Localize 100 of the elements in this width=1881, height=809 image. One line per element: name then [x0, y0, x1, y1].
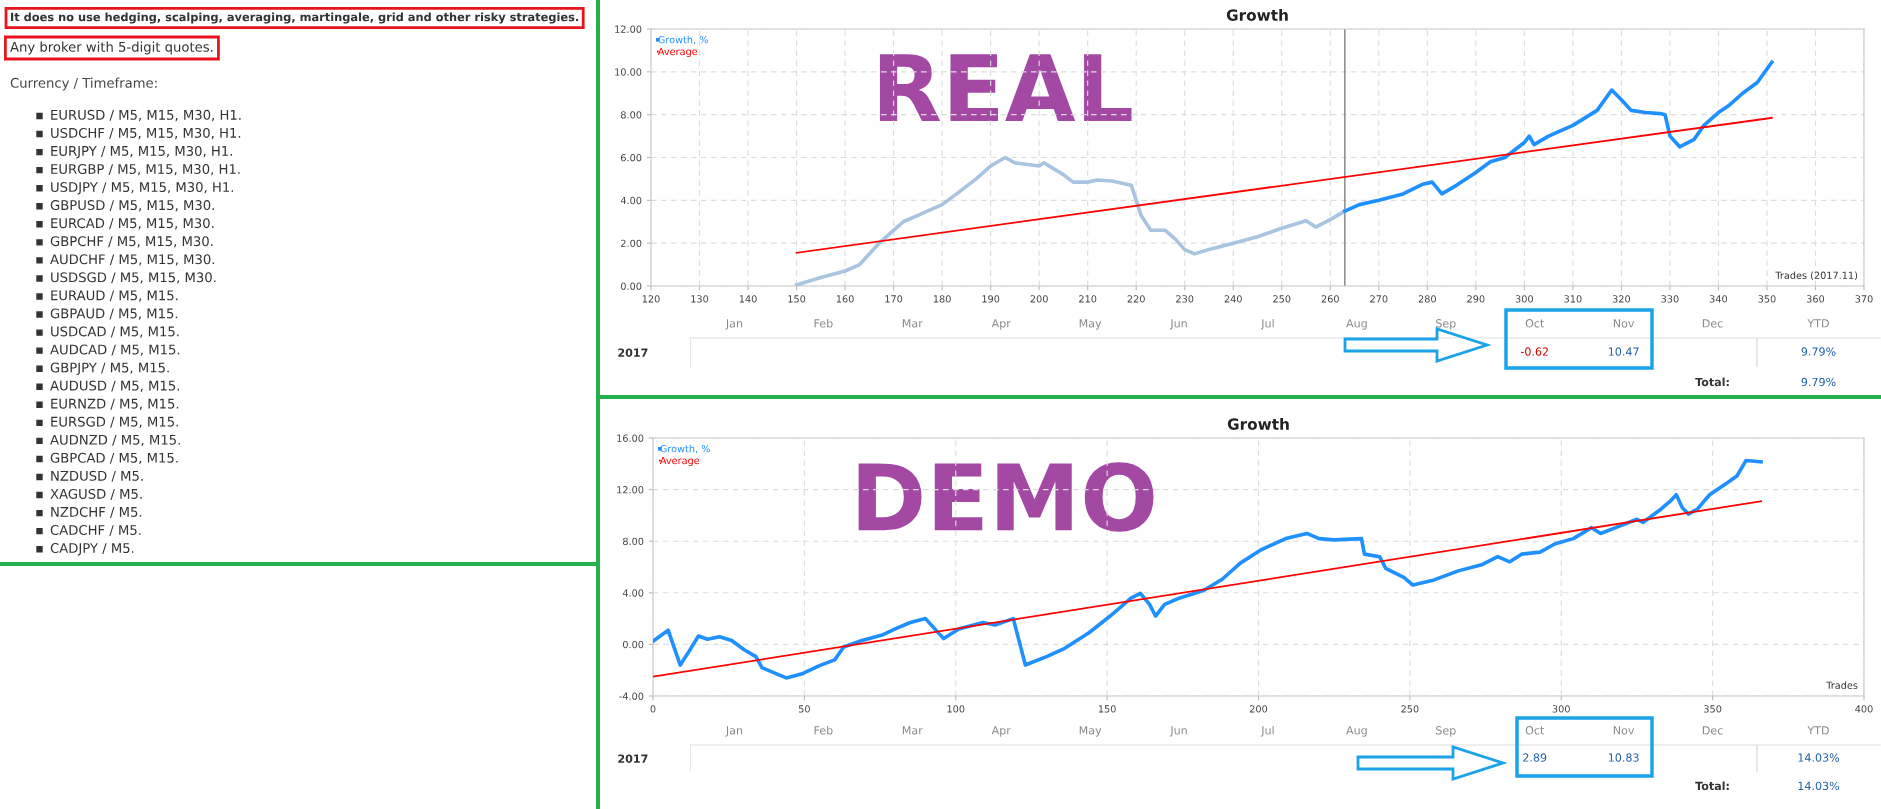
line-series: [1343, 60, 1774, 213]
text: NZDCHF / M5.: [51, 506, 142, 518]
text: EURNZD / M5, M15.: [51, 398, 179, 410]
y-tick-label: -4.00: [619, 692, 644, 700]
text: USDJPY / M5, M15, M30, H1.: [51, 182, 234, 195]
x-tick-label: 150: [1098, 705, 1116, 713]
text: GBPJPY / M5, M15.: [50, 362, 169, 375]
x-tick-label: Mar: [902, 726, 923, 735]
text: AUDUSD / M5, M15.: [50, 380, 179, 392]
x-tick-label: 150: [788, 295, 806, 303]
text: EURAUD / M5, M15.: [51, 290, 178, 302]
x-tick-label: YTD: [1807, 319, 1829, 328]
data-label: 10.47: [1608, 347, 1639, 356]
x-tick-label: 260: [1321, 295, 1339, 303]
y-tick-label: 8.00: [622, 537, 644, 546]
y-tick-label: 6.00: [621, 153, 642, 162]
x-tick-label: 280: [1418, 295, 1436, 303]
x-tick-label: Aug: [1346, 726, 1367, 737]
annotation: Trades (2017.11): [1775, 271, 1858, 281]
legend-label: Average: [659, 456, 700, 467]
annotation: Trades: [1826, 681, 1858, 689]
text: GBPUSD / M5, M15, M30.: [50, 200, 214, 212]
x-tick-label: Jul: [1260, 318, 1274, 330]
text: 14.03%: [1798, 781, 1840, 791]
x-tick-label: Aug: [1346, 319, 1367, 330]
y-tick-label: 12.00: [615, 25, 642, 33]
x-tick-label: May: [1079, 319, 1102, 330]
x-tick-label: 300: [1552, 705, 1570, 713]
x-tick-label: 250: [1273, 295, 1291, 303]
text: GBPCAD / M5, M15.: [50, 452, 178, 465]
text: USDSGD / M5, M15, M30.: [51, 272, 216, 284]
x-tick-label: 290: [1467, 295, 1485, 303]
text: AUDCHF / M5, M15, M30.: [50, 254, 215, 266]
x-tick-label: May: [1079, 726, 1102, 737]
x-tick-label: YTD: [1807, 726, 1829, 735]
x-tick-label: Apr: [991, 319, 1011, 330]
text: Total:: [1695, 377, 1729, 387]
x-tick-label: 360: [1806, 295, 1825, 303]
x-tick-label: 200: [1249, 705, 1268, 713]
x-tick-label: 300: [1515, 295, 1533, 303]
y-tick-label: 2017: [618, 754, 648, 763]
y-tick-label: 4.00: [620, 196, 642, 205]
text: GBPAUD / M5, M15.: [50, 308, 178, 320]
text: NZDUSD / M5.: [51, 470, 143, 482]
data-label: 14.03%: [1798, 753, 1840, 762]
text: EURUSD / M5, M15, M30, H1.: [51, 109, 241, 122]
x-tick-label: 180: [933, 295, 951, 303]
x-tick-label: Sep: [1436, 726, 1456, 737]
x-tick-label: Jan: [725, 726, 743, 737]
x-tick-label: Dec: [1702, 319, 1723, 328]
x-tick-label: 210: [1079, 295, 1097, 303]
legend-label: Average: [657, 47, 698, 58]
x-tick-label: Apr: [991, 726, 1011, 737]
text: GBPCHF / M5, M15, M30.: [50, 236, 213, 248]
data-label: -0.62: [1520, 347, 1548, 356]
legend-label: Growth, %: [658, 35, 708, 45]
y-tick-label: 12.00: [617, 486, 644, 494]
y-tick-label: 0.00: [620, 282, 642, 290]
x-tick-label: 50: [798, 705, 810, 713]
x-tick-label: 340: [1709, 295, 1728, 303]
x-tick-label: Sep: [1436, 319, 1456, 330]
x-tick-label: 200: [1030, 295, 1048, 303]
x-tick-label: 120: [642, 295, 660, 303]
x-tick-label: Oct: [1525, 726, 1545, 735]
x-tick-label: Mar: [902, 319, 923, 328]
x-tick-label: 250: [1401, 705, 1419, 713]
data-label: 9.79%: [1801, 347, 1836, 356]
annotation: REAL: [879, 54, 1132, 122]
text: It does no use hedging, scalping, averaging, martingale, grid and other risky strategies.: [11, 12, 579, 24]
x-tick-label: 160: [836, 295, 854, 303]
x-tick-label: 330: [1661, 295, 1679, 303]
text: 9.79%: [1801, 377, 1836, 387]
x-tick-label: 310: [1564, 295, 1582, 303]
x-tick-label: Jun: [1169, 319, 1187, 330]
x-tick-label: 350: [1758, 295, 1776, 303]
text: USDCHF / M5, M15, M30, H1.: [51, 127, 241, 140]
x-tick-label: Jan: [725, 319, 743, 330]
x-tick-label: Jul: [1260, 725, 1274, 737]
y-tick-label: 0.00: [622, 640, 644, 649]
line-series: [653, 458, 1763, 680]
annotation: DEMO: [858, 462, 1154, 532]
x-tick-label: Feb: [814, 725, 833, 735]
x-tick-label: 230: [1176, 295, 1194, 303]
line-series: [794, 155, 1347, 286]
x-tick-label: 190: [982, 295, 1000, 303]
y-tick-label: 16.00: [617, 434, 644, 442]
y-tick-label: 2.00: [621, 239, 642, 247]
text: AUDCAD / M5, M15.: [50, 344, 180, 356]
x-tick-label: 320: [1612, 295, 1631, 303]
text: CADCHF / M5.: [50, 525, 141, 537]
x-tick-label: Nov: [1613, 726, 1635, 735]
text: EURCAD / M5, M15, M30.: [51, 218, 214, 230]
y-tick-label: 4.00: [622, 589, 644, 597]
data-label: 2.89: [1523, 753, 1547, 762]
y-tick-label: 10.00: [615, 68, 642, 76]
text: USDCAD / M5, M15.: [51, 326, 179, 338]
data-label: 10.83: [1608, 753, 1639, 762]
text: EURGBP / M5, M15, M30, H1.: [51, 164, 240, 176]
text: CADJPY / M5.: [50, 543, 134, 556]
x-tick-label: 240: [1224, 295, 1242, 303]
